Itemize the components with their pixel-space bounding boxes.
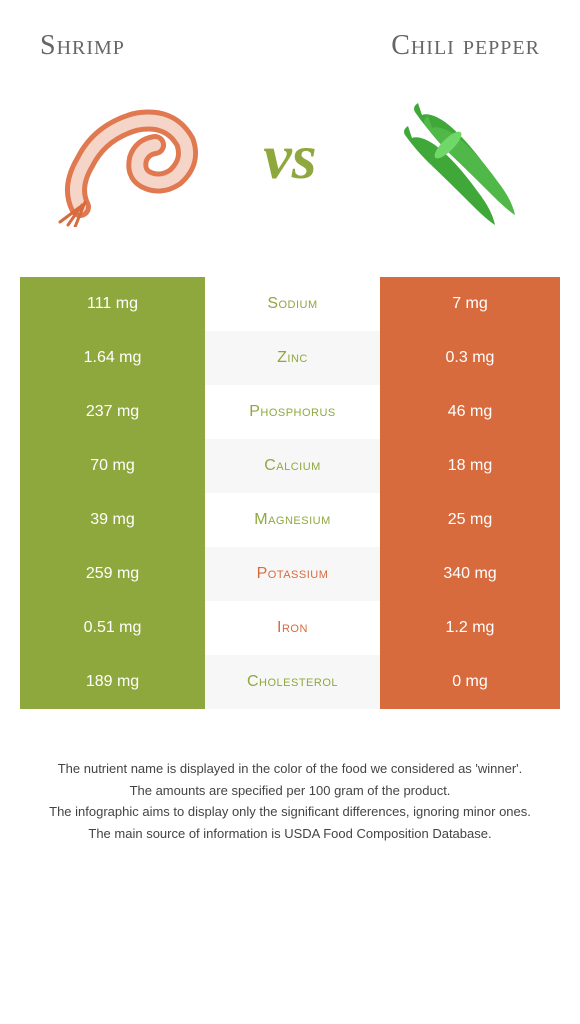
right-title: Chili pepper bbox=[391, 30, 540, 62]
right-value: 0.3 mg bbox=[380, 331, 560, 385]
left-value: 259 mg bbox=[20, 547, 205, 601]
nutrient-table: 111 mgSodium7 mg1.64 mgZinc0.3 mg237 mgP… bbox=[20, 277, 560, 709]
right-value: 1.2 mg bbox=[380, 601, 560, 655]
nutrient-label: Magnesium bbox=[205, 493, 380, 547]
nutrient-label: Zinc bbox=[205, 331, 380, 385]
left-value: 237 mg bbox=[20, 385, 205, 439]
nutrient-label: Iron bbox=[205, 601, 380, 655]
images-row: vs bbox=[20, 77, 560, 237]
right-value: 18 mg bbox=[380, 439, 560, 493]
left-value: 0.51 mg bbox=[20, 601, 205, 655]
left-title: Shrimp bbox=[40, 30, 125, 62]
nutrient-label: Potassium bbox=[205, 547, 380, 601]
table-row: 70 mgCalcium18 mg bbox=[20, 439, 560, 493]
nutrient-label: Calcium bbox=[205, 439, 380, 493]
nutrient-label: Phosphorus bbox=[205, 385, 380, 439]
table-row: 237 mgPhosphorus46 mg bbox=[20, 385, 560, 439]
right-value: 340 mg bbox=[380, 547, 560, 601]
footer-line: The nutrient name is displayed in the co… bbox=[30, 759, 550, 779]
table-row: 0.51 mgIron1.2 mg bbox=[20, 601, 560, 655]
table-row: 189 mgCholesterol0 mg bbox=[20, 655, 560, 709]
table-row: 1.64 mgZinc0.3 mg bbox=[20, 331, 560, 385]
left-value: 70 mg bbox=[20, 439, 205, 493]
footer-line: The amounts are specified per 100 gram o… bbox=[30, 781, 550, 801]
footer-line: The main source of information is USDA F… bbox=[30, 824, 550, 844]
left-value: 39 mg bbox=[20, 493, 205, 547]
nutrient-label: Sodium bbox=[205, 277, 380, 331]
left-value: 111 mg bbox=[20, 277, 205, 331]
right-value: 46 mg bbox=[380, 385, 560, 439]
shrimp-icon bbox=[50, 87, 210, 227]
nutrient-label: Cholesterol bbox=[205, 655, 380, 709]
right-value: 0 mg bbox=[380, 655, 560, 709]
right-value: 25 mg bbox=[380, 493, 560, 547]
left-value: 189 mg bbox=[20, 655, 205, 709]
header-row: Shrimp Chili pepper bbox=[20, 30, 560, 62]
vs-label: vs bbox=[263, 120, 316, 194]
chili-pepper-icon bbox=[370, 87, 530, 227]
table-row: 111 mgSodium7 mg bbox=[20, 277, 560, 331]
right-value: 7 mg bbox=[380, 277, 560, 331]
footer-line: The infographic aims to display only the… bbox=[30, 802, 550, 822]
footer-notes: The nutrient name is displayed in the co… bbox=[20, 759, 560, 843]
table-row: 39 mgMagnesium25 mg bbox=[20, 493, 560, 547]
left-value: 1.64 mg bbox=[20, 331, 205, 385]
table-row: 259 mgPotassium340 mg bbox=[20, 547, 560, 601]
